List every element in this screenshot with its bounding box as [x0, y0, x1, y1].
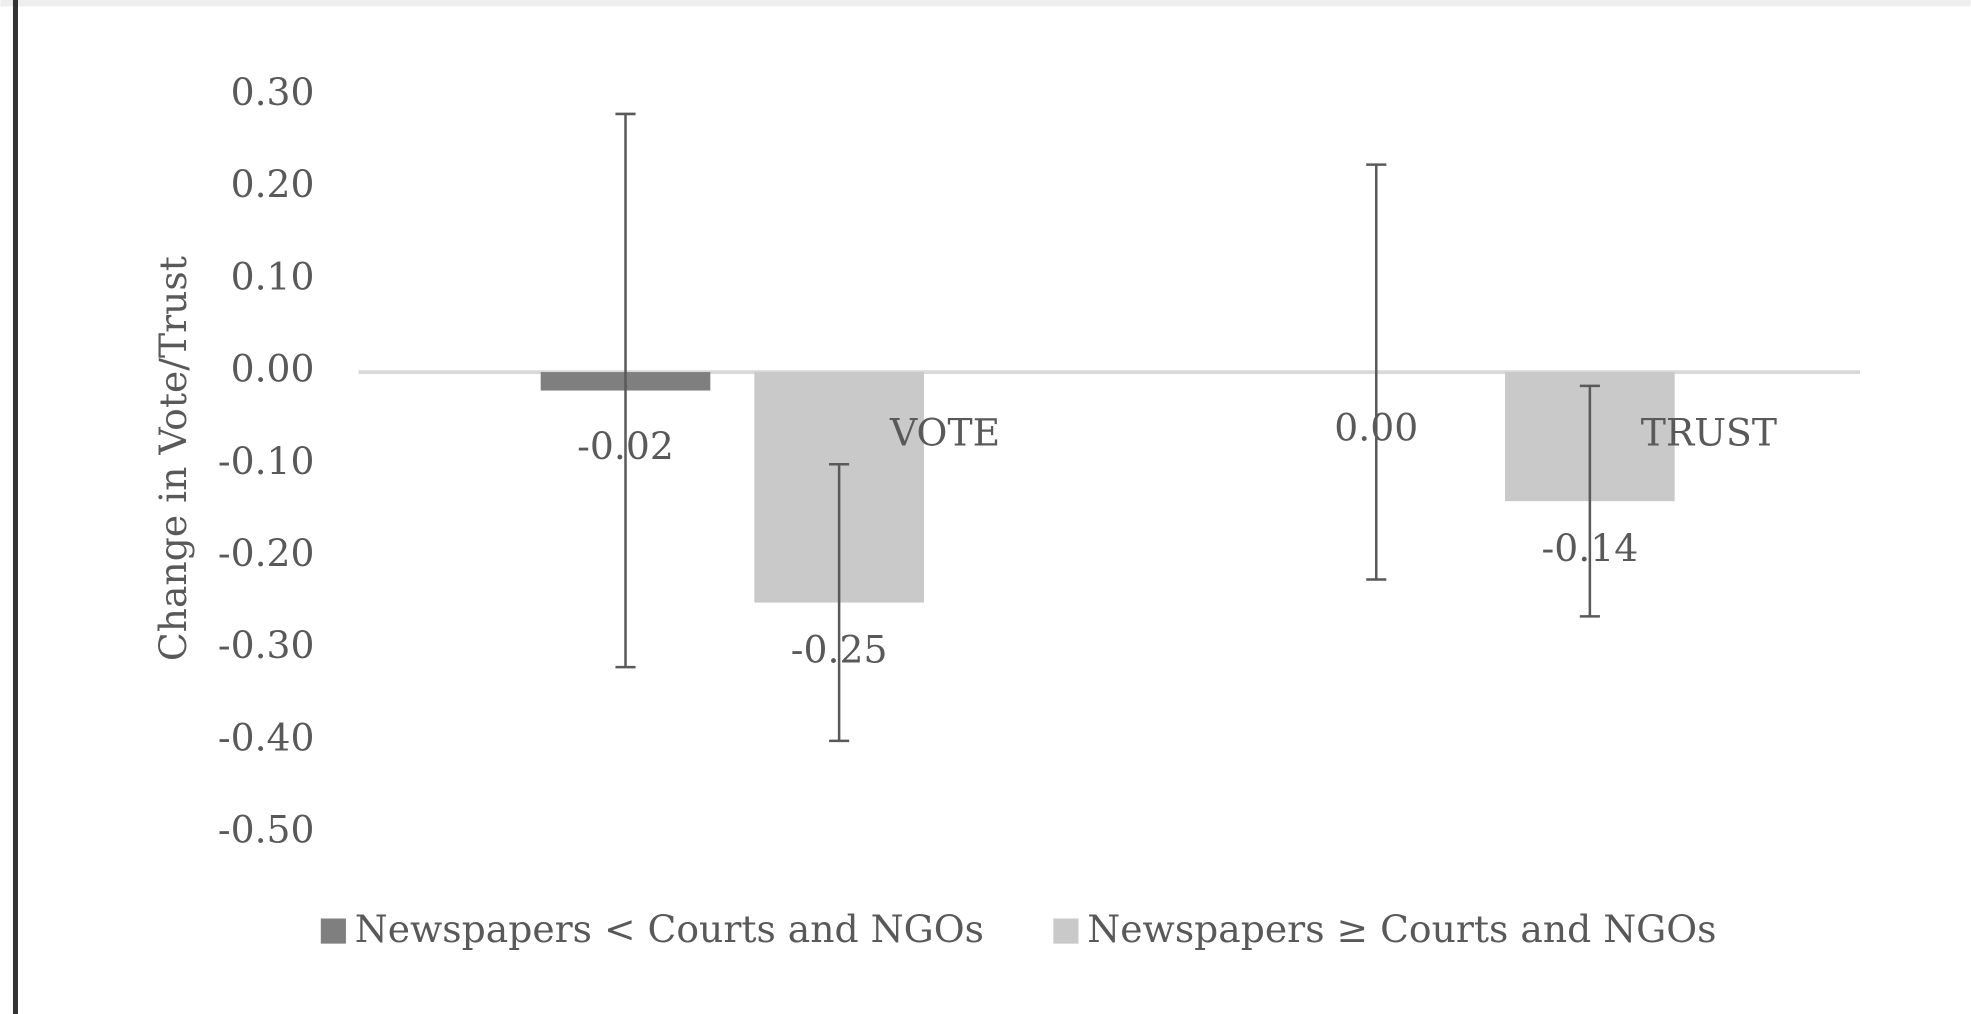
y-axis-title: Change in Vote/Trust	[151, 256, 195, 661]
category-label: VOTE	[889, 411, 1000, 455]
y-tick-label: 0.10	[231, 254, 315, 298]
value-label: -0.02	[577, 424, 674, 468]
legend-label: Newspapers < Courts and NGOs	[355, 907, 984, 951]
left-border	[12, 0, 18, 1014]
y-tick-label: 0.00	[231, 347, 315, 391]
legend-swatch	[320, 918, 346, 944]
value-label: 0.00	[1334, 406, 1418, 450]
y-tick-label: 0.30	[231, 70, 315, 114]
top-strip	[0, 0, 1971, 7]
y-tick-label: 0.20	[231, 162, 315, 206]
legend-swatch	[1053, 918, 1079, 944]
value-label: -0.25	[791, 627, 888, 671]
y-tick-label: -0.30	[218, 623, 315, 667]
y-tick-label: -0.10	[218, 439, 315, 483]
legend-label: Newspapers ≥ Courts and NGOs	[1087, 907, 1716, 951]
category-label: TRUST	[1641, 411, 1777, 455]
y-tick-label: -0.40	[218, 715, 315, 759]
y-tick-label: -0.20	[218, 531, 315, 575]
y-tick-label: -0.50	[218, 808, 315, 852]
value-label: -0.14	[1542, 526, 1639, 570]
